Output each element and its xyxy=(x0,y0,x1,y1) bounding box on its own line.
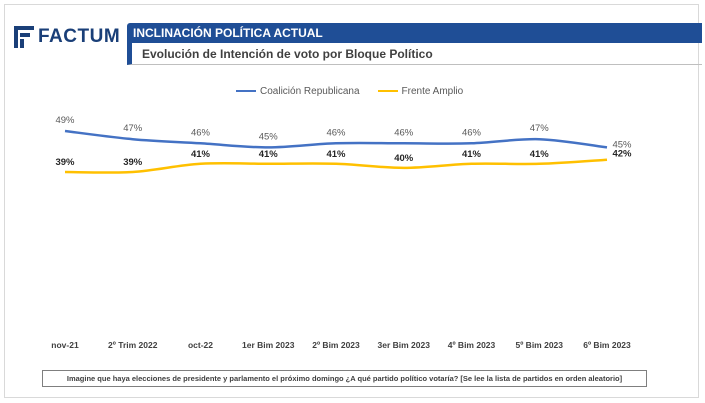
header-subtitle-box xyxy=(127,43,702,65)
data-label-frente-1: 39% xyxy=(123,157,143,168)
x-tick-label-7: 5º Bim 2023 xyxy=(515,340,563,350)
data-label-frente-5: 40% xyxy=(394,153,414,164)
series-line-coalicion-republicana xyxy=(64,129,608,149)
data-label-frente-2: 41% xyxy=(191,149,211,160)
data-label-frente-7: 41% xyxy=(530,149,550,160)
legend-label-frente: Frente Amplio xyxy=(401,85,464,97)
x-tick-label-1: 2º Trim 2022 xyxy=(108,340,158,350)
x-tick-label-6: 4º Bim 2023 xyxy=(448,340,496,350)
survey-question-footnote: Imagine que haya elecciones de president… xyxy=(42,370,647,387)
legend-label-coalicion: Coalición Republicana xyxy=(260,85,360,97)
data-label-coalicion-4: 46% xyxy=(326,127,346,138)
series-line-frente-amplio xyxy=(64,158,608,174)
header-title: INCLINACIÓN POLÍTICA ACTUAL xyxy=(133,26,323,40)
data-label-frente-8: 42% xyxy=(612,149,632,160)
legend-item-coalicion: Coalición Republicana xyxy=(236,86,360,97)
data-label-coalicion-3: 45% xyxy=(259,131,279,142)
data-label-coalicion-1: 47% xyxy=(123,123,143,134)
header-bar xyxy=(127,23,702,43)
legend-swatch-frente xyxy=(377,90,398,92)
legend-item-frente: Frente Amplio xyxy=(377,85,464,97)
data-label-coalicion-2: 46% xyxy=(191,127,211,138)
data-label-coalicion-0: 49% xyxy=(55,115,75,126)
data-label-coalicion-5: 46% xyxy=(394,127,414,138)
x-tick-label-8: 6º Bim 2023 xyxy=(583,340,631,350)
x-tick-label-3: 1er Bim 2023 xyxy=(242,340,295,350)
chart-legend: Coalición Republicana Frente Amplio xyxy=(236,84,481,98)
factum-logo-icon xyxy=(14,26,34,48)
data-label-frente-4: 41% xyxy=(326,149,346,160)
header-subtitle: Evolución de Intención de voto por Bloqu… xyxy=(142,47,433,61)
x-tick-label-5: 3er Bim 2023 xyxy=(378,340,431,350)
data-label-coalicion-7: 47% xyxy=(530,123,550,134)
data-label-coalicion-6: 46% xyxy=(462,127,482,138)
legend-swatch-coalicion xyxy=(236,90,256,92)
x-tick-label-4: 2º Bim 2023 xyxy=(312,340,360,350)
factum-logo: FACTUM xyxy=(14,22,120,52)
data-label-frente-3: 41% xyxy=(259,149,279,160)
x-tick-label-2: oct-22 xyxy=(188,340,213,350)
logo-text: FACTUM xyxy=(38,26,121,47)
slide-frame xyxy=(4,4,699,398)
data-label-frente-6: 41% xyxy=(462,149,482,160)
data-label-coalicion-8: 45% xyxy=(612,139,632,150)
x-tick-label-0: nov-21 xyxy=(51,340,79,350)
data-label-frente-0: 39% xyxy=(55,157,75,168)
